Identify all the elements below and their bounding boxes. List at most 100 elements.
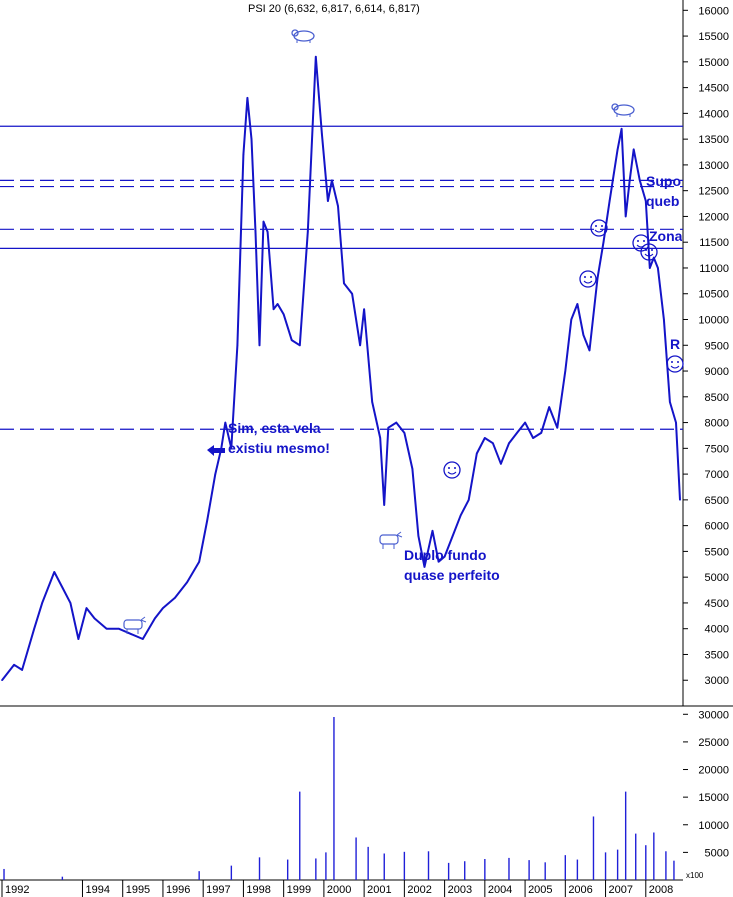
bull-icon — [123, 616, 147, 634]
price-point — [379, 437, 382, 439]
price-point — [13, 663, 15, 666]
price-point — [459, 514, 462, 517]
right-note-zone: Zona — [649, 228, 682, 244]
year-tick-label: 1997 — [206, 884, 230, 896]
smiley-icon — [579, 270, 597, 288]
price-tick-label: 3000 — [705, 675, 729, 687]
price-point — [224, 421, 227, 424]
volume-tick-label: 20000 — [698, 765, 729, 777]
price-tick-label: 4500 — [705, 598, 729, 610]
price-tick-label: 7000 — [705, 469, 729, 481]
price-point — [570, 318, 573, 321]
candle-note-line1: Sim, esta vela — [228, 420, 321, 436]
bear-icon — [291, 29, 315, 43]
price-point — [423, 566, 426, 568]
smiley-icon — [590, 219, 608, 237]
year-tick-label: 2004 — [488, 884, 512, 896]
price-point — [272, 308, 275, 310]
volume-tick-label: 10000 — [698, 820, 729, 832]
volume-bars — [3, 717, 675, 880]
price-point — [644, 200, 647, 202]
price-point — [298, 344, 301, 347]
price-point — [576, 303, 579, 305]
price-point — [675, 421, 677, 424]
price-point — [41, 602, 44, 604]
price-point — [117, 627, 120, 630]
price-point — [306, 231, 309, 233]
price-point — [556, 426, 559, 429]
support-resistance-levels — [0, 125, 683, 430]
price-point — [484, 437, 486, 439]
smiley-icon — [443, 461, 461, 479]
price-point — [327, 200, 329, 202]
year-tick-label: 1996 — [166, 884, 190, 896]
chart-title: PSI 20 (6,632, 6,817, 6,614, 6,817) — [248, 3, 420, 15]
price-point — [85, 607, 88, 609]
price-tick-label: 13500 — [698, 134, 729, 146]
price-point — [500, 462, 502, 465]
price-point — [61, 586, 64, 589]
price-point — [363, 308, 365, 310]
price-point — [254, 231, 257, 233]
price-point — [475, 452, 478, 455]
price-point — [564, 370, 567, 372]
price-tick-label: 14000 — [698, 108, 729, 120]
price-tick-label: 7500 — [705, 443, 729, 455]
price-point — [516, 432, 518, 434]
price-axis-ticks: 3000 3500 4000 4500 5000 5500 6000 6500 7000 7500… — [683, 5, 729, 687]
price-point — [663, 318, 665, 321]
price-point — [620, 128, 623, 130]
year-tick-label: 1994 — [85, 884, 109, 896]
price-tick-label: 6500 — [705, 495, 729, 507]
price-point — [262, 220, 265, 223]
price-point — [250, 138, 253, 140]
year-tick-label: 2005 — [528, 884, 552, 896]
price-tick-label: 9500 — [705, 340, 729, 352]
price-point — [337, 205, 339, 207]
price-point — [608, 200, 611, 202]
year-tick-label: 1999 — [287, 884, 311, 896]
price-point — [417, 535, 420, 537]
price-point — [508, 442, 510, 444]
volume-tick-label: 25000 — [698, 737, 729, 749]
price-tick-label: 16000 — [698, 5, 729, 17]
price-point — [315, 55, 317, 58]
price-point — [443, 555, 446, 558]
year-tick-label: 2000 — [327, 884, 351, 896]
price-point — [395, 421, 398, 424]
price-point — [53, 571, 56, 573]
right-note-1: Supo — [646, 173, 681, 189]
price-point — [540, 432, 542, 434]
price-point — [186, 581, 188, 584]
year-tick-label: 2002 — [407, 884, 431, 896]
price-point — [451, 535, 454, 537]
price-point — [638, 179, 641, 182]
year-tick-label: 1992 — [5, 884, 29, 896]
smiley-icon — [666, 355, 684, 373]
year-tick-label: 2001 — [367, 884, 391, 896]
candle-note: Sim, esta vela existiu mesmo! — [228, 418, 330, 458]
price-point — [669, 401, 671, 403]
price-point — [437, 560, 440, 563]
volume-tick-label: 15000 — [698, 792, 729, 804]
price-point — [258, 344, 261, 347]
price-tick-label: 10000 — [698, 315, 729, 327]
price-point — [371, 401, 373, 403]
price-point — [588, 349, 591, 352]
price-point — [616, 148, 619, 151]
right-note-2: queb — [646, 193, 680, 209]
volume-unit-label: x100 — [686, 871, 704, 880]
year-tick-label: 2007 — [609, 884, 633, 896]
price-tick-label: 8000 — [705, 418, 729, 430]
price-point — [142, 638, 144, 640]
price-line-series — [1, 55, 681, 682]
price-point — [403, 432, 406, 434]
price-point — [492, 442, 494, 444]
price-point — [21, 669, 23, 671]
price-point — [282, 313, 285, 316]
price-point — [387, 426, 390, 429]
bear-icon — [611, 103, 635, 117]
double-bottom-line1: Duplo fundo — [404, 547, 487, 563]
price-point — [129, 633, 132, 635]
double-bottom-line2: quase perfeito — [404, 567, 500, 583]
